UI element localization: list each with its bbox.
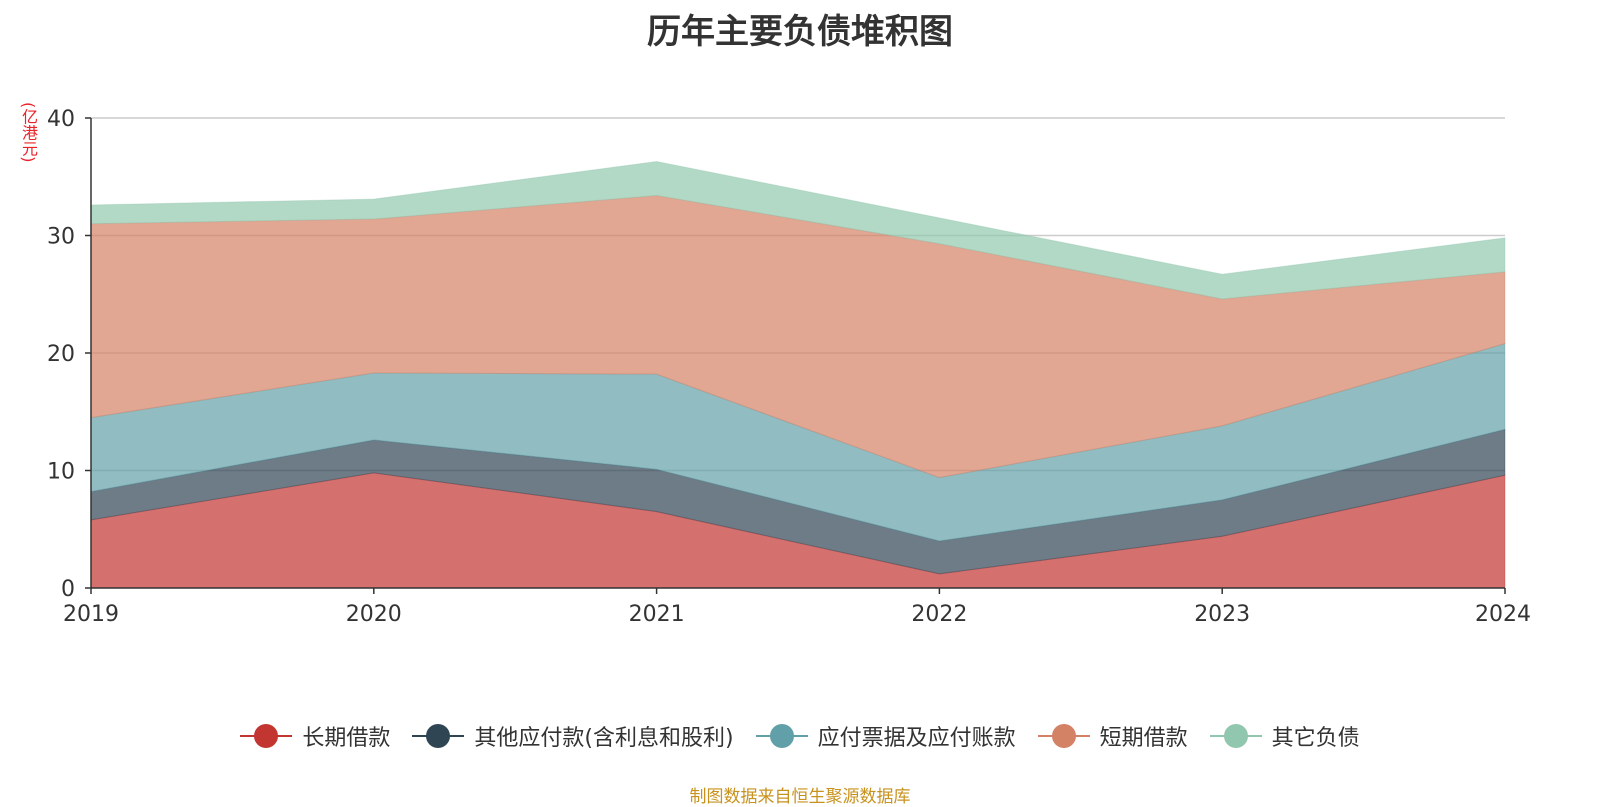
legend-item-2[interactable]: 应付票据及应付账款 xyxy=(756,720,1016,752)
y-tick-label-2: 20 xyxy=(47,342,75,367)
x-tick-label-3: 2022 xyxy=(911,602,967,627)
legend-item-4[interactable]: 其它负债 xyxy=(1210,720,1360,752)
legend-marker-icon xyxy=(240,724,292,748)
legend-marker-icon xyxy=(1038,724,1090,748)
legend-label: 其它负债 xyxy=(1272,720,1360,752)
x-tick-label-0: 2019 xyxy=(63,602,119,627)
legend-marker-icon xyxy=(1210,724,1262,748)
x-tick-label-4: 2023 xyxy=(1194,602,1250,627)
legend-marker-icon xyxy=(412,724,464,748)
y-tick-label-0: 0 xyxy=(61,577,75,602)
x-tick-label-5: 2024 xyxy=(1475,602,1531,627)
legend-item-0[interactable]: 长期借款 xyxy=(240,720,390,752)
x-tick-label-1: 2020 xyxy=(346,602,402,627)
legend: 长期借款 其他应付款(含利息和股利) 应付票据及应付账款 短期借款 其它负债 xyxy=(0,720,1600,752)
y-tick-label-1: 10 xyxy=(47,460,75,485)
legend-label: 其他应付款(含利息和股利) xyxy=(474,720,733,752)
y-tick-label-4: 40 xyxy=(47,107,75,132)
legend-label: 短期借款 xyxy=(1100,720,1188,752)
x-tick-label-2: 2021 xyxy=(629,602,685,627)
y-tick-label-3: 30 xyxy=(47,225,75,250)
legend-label: 应付票据及应付账款 xyxy=(818,720,1016,752)
legend-item-1[interactable]: 其他应付款(含利息和股利) xyxy=(412,720,733,752)
legend-marker-icon xyxy=(756,724,808,748)
source-note: 制图数据来自恒生聚源数据库 xyxy=(0,782,1600,807)
series-areas xyxy=(91,161,1505,588)
legend-label: 长期借款 xyxy=(302,720,390,752)
legend-item-3[interactable]: 短期借款 xyxy=(1038,720,1188,752)
